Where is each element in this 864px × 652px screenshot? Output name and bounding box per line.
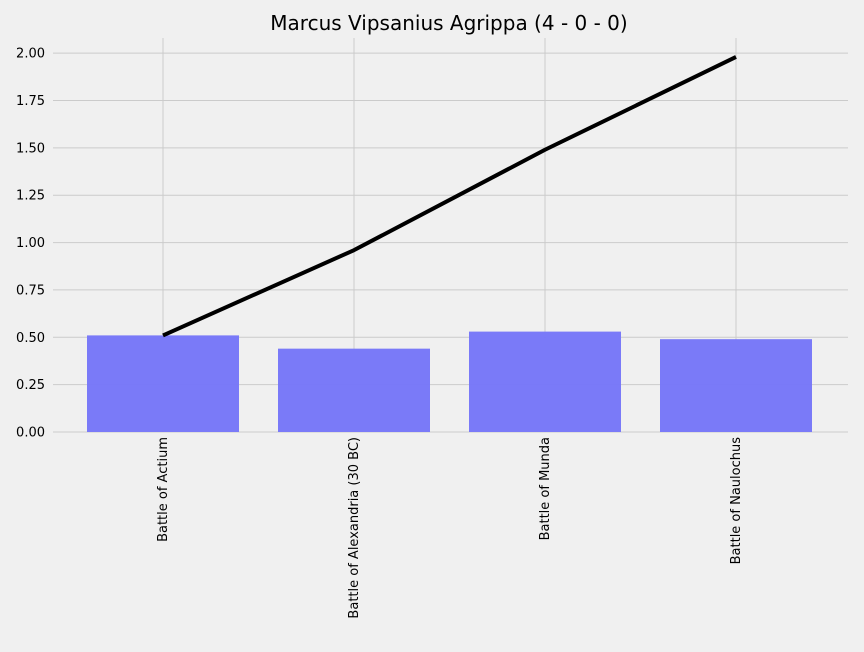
- bar: [87, 335, 239, 432]
- chart-title: Marcus Vipsanius Agrippa (4 - 0 - 0): [270, 11, 627, 35]
- y-tick-label: 0.75: [16, 283, 45, 298]
- x-tick-label: Battle of Naulochus: [729, 437, 744, 565]
- y-tick-label: 2.00: [16, 47, 45, 62]
- y-tick-label: 1.00: [16, 236, 45, 251]
- y-tick-label: 0.25: [16, 378, 45, 393]
- y-axis-tick-labels: 0.00 0.25 0.50 0.75 1.00 1.25 1.50 1.75 2.00: [16, 47, 45, 441]
- bar: [278, 349, 430, 432]
- x-tick-label: Battle of Alexandria (30 BC): [347, 437, 362, 619]
- bar: [660, 339, 812, 432]
- y-tick-label: 0.50: [16, 331, 45, 346]
- x-tick-label: Battle of Munda: [538, 437, 553, 540]
- y-tick-label: 0.00: [16, 426, 45, 441]
- y-tick-label: 1.25: [16, 189, 45, 204]
- y-tick-label: 1.75: [16, 94, 45, 109]
- y-tick-label: 1.50: [16, 141, 45, 156]
- x-tick-label: Battle of Actium: [156, 437, 171, 542]
- bar: [469, 332, 621, 432]
